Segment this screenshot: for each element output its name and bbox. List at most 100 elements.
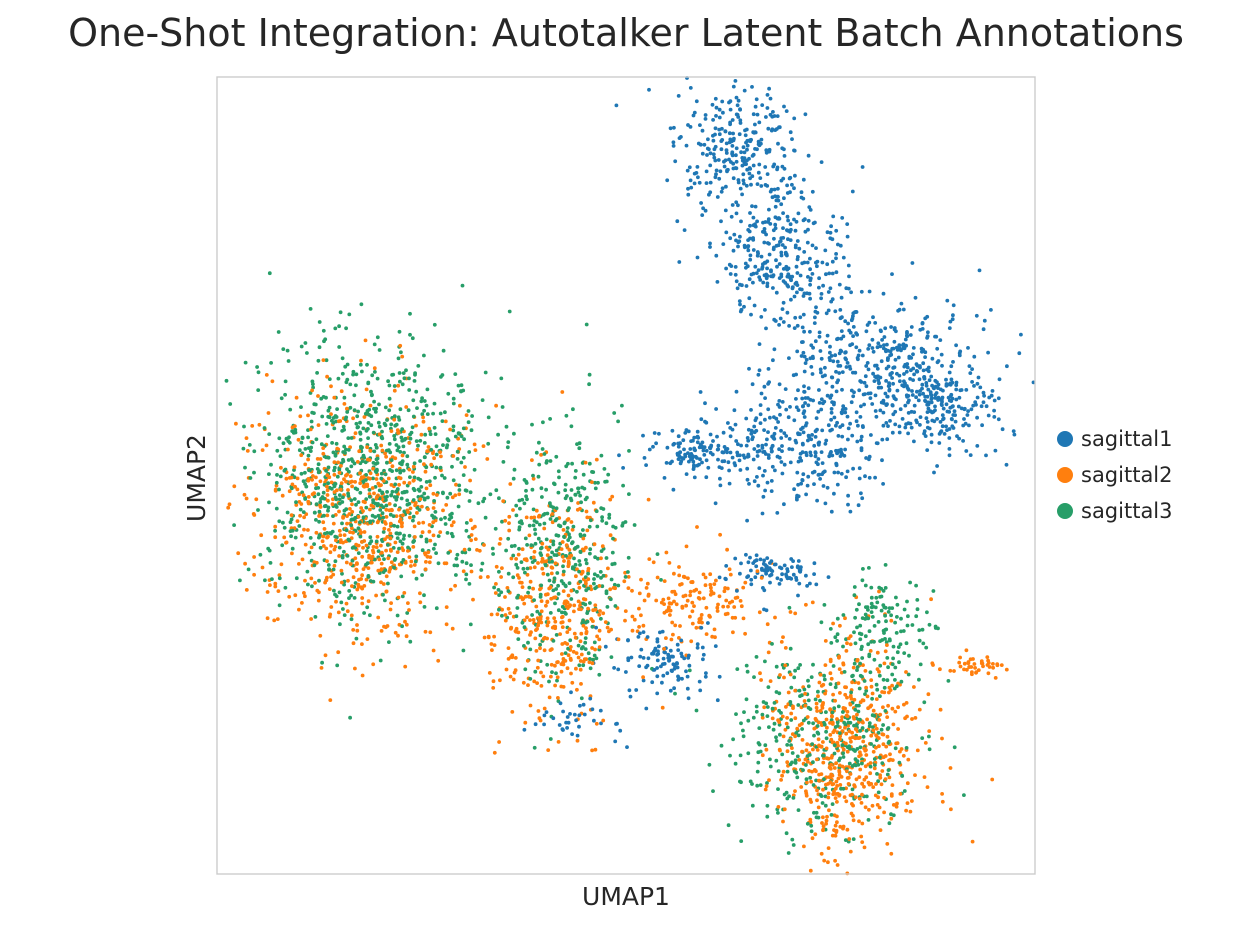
scatter-point-sagittal2 bbox=[597, 584, 602, 588]
scatter-point-sagittal2 bbox=[677, 636, 681, 640]
scatter-point-sagittal2 bbox=[325, 484, 329, 489]
scatter-point-sagittal2 bbox=[590, 646, 594, 650]
scatter-point-sagittal1 bbox=[738, 282, 742, 287]
scatter-point-sagittal2 bbox=[534, 604, 539, 609]
scatter-point-sagittal1 bbox=[863, 474, 867, 479]
scatter-point-sagittal2 bbox=[578, 659, 583, 663]
scatter-point-sagittal1 bbox=[882, 343, 886, 347]
scatter-point-sagittal1 bbox=[638, 654, 643, 659]
scatter-point-sagittal2 bbox=[725, 586, 730, 591]
scatter-point-sagittal3 bbox=[224, 378, 229, 383]
scatter-point-sagittal3 bbox=[316, 462, 321, 467]
scatter-point-sagittal1 bbox=[873, 475, 877, 480]
scatter-point-sagittal3 bbox=[539, 546, 543, 551]
scatter-point-sagittal1 bbox=[912, 410, 917, 414]
scatter-point-sagittal3 bbox=[322, 513, 326, 518]
scatter-point-sagittal1 bbox=[970, 367, 974, 371]
scatter-point-sagittal2 bbox=[536, 623, 540, 628]
scatter-point-sagittal2 bbox=[321, 520, 326, 525]
scatter-point-sagittal2 bbox=[712, 627, 717, 632]
scatter-point-sagittal3 bbox=[411, 518, 415, 523]
scatter-point-sagittal1 bbox=[958, 388, 963, 393]
scatter-point-sagittal2 bbox=[374, 593, 378, 598]
scatter-point-sagittal2 bbox=[561, 589, 566, 593]
scatter-point-sagittal3 bbox=[399, 574, 404, 579]
scatter-point-sagittal3 bbox=[349, 617, 354, 622]
scatter-point-sagittal3 bbox=[788, 700, 793, 704]
scatter-point-sagittal3 bbox=[277, 576, 282, 581]
scatter-point-sagittal1 bbox=[763, 308, 767, 312]
scatter-point-sagittal1 bbox=[903, 403, 908, 408]
scatter-point-sagittal1 bbox=[558, 701, 563, 706]
scatter-point-sagittal3 bbox=[283, 585, 288, 590]
scatter-point-sagittal2 bbox=[672, 571, 676, 576]
scatter-point-sagittal1 bbox=[714, 114, 718, 118]
scatter-point-sagittal3 bbox=[422, 593, 426, 598]
scatter-point-sagittal1 bbox=[696, 175, 700, 180]
scatter-point-sagittal3 bbox=[563, 488, 568, 493]
scatter-point-sagittal3 bbox=[294, 500, 298, 505]
scatter-point-sagittal3 bbox=[866, 608, 870, 612]
scatter-point-sagittal2 bbox=[574, 574, 578, 579]
scatter-point-sagittal3 bbox=[872, 624, 877, 628]
scatter-point-sagittal3 bbox=[331, 514, 335, 518]
scatter-point-sagittal3 bbox=[483, 515, 488, 520]
scatter-point-sagittal3 bbox=[569, 597, 574, 601]
scatter-point-sagittal2 bbox=[902, 702, 906, 707]
scatter-point-sagittal2 bbox=[325, 488, 330, 493]
scatter-point-sagittal1 bbox=[692, 110, 697, 115]
scatter-point-sagittal2 bbox=[348, 562, 353, 566]
scatter-point-sagittal1 bbox=[875, 366, 880, 371]
scatter-point-sagittal3 bbox=[355, 487, 360, 492]
scatter-point-sagittal1 bbox=[796, 494, 801, 499]
scatter-point-sagittal1 bbox=[737, 132, 742, 137]
scatter-point-sagittal2 bbox=[364, 387, 369, 392]
scatter-point-sagittal2 bbox=[610, 494, 615, 499]
scatter-point-sagittal1 bbox=[768, 415, 772, 420]
scatter-point-sagittal3 bbox=[358, 437, 363, 442]
scatter-point-sagittal2 bbox=[314, 530, 319, 535]
scatter-point-sagittal2 bbox=[324, 546, 329, 551]
scatter-point-sagittal2 bbox=[332, 460, 337, 465]
scatter-point-sagittal3 bbox=[835, 616, 840, 621]
scatter-point-sagittal1 bbox=[688, 178, 693, 183]
scatter-point-sagittal1 bbox=[796, 211, 801, 216]
scatter-point-sagittal3 bbox=[276, 330, 281, 334]
scatter-point-sagittal1 bbox=[980, 423, 984, 428]
scatter-point-sagittal2 bbox=[905, 714, 909, 719]
scatter-point-sagittal2 bbox=[507, 521, 511, 525]
scatter-point-sagittal2 bbox=[820, 821, 824, 825]
scatter-point-sagittal2 bbox=[327, 475, 332, 480]
scatter-point-sagittal3 bbox=[512, 431, 516, 436]
scatter-point-sagittal3 bbox=[511, 553, 516, 558]
scatter-point-sagittal3 bbox=[467, 499, 472, 503]
scatter-point-sagittal3 bbox=[442, 476, 447, 480]
scatter-point-sagittal2 bbox=[574, 651, 579, 655]
scatter-point-sagittal3 bbox=[867, 721, 872, 726]
scatter-point-sagittal1 bbox=[711, 439, 715, 443]
scatter-point-sagittal3 bbox=[811, 721, 815, 726]
scatter-point-sagittal3 bbox=[451, 478, 456, 483]
scatter-point-sagittal3 bbox=[328, 531, 332, 535]
scatter-point-sagittal1 bbox=[744, 265, 748, 270]
scatter-point-sagittal3 bbox=[352, 596, 357, 600]
scatter-point-sagittal1 bbox=[721, 430, 726, 435]
scatter-point-sagittal3 bbox=[342, 395, 347, 400]
scatter-point-sagittal1 bbox=[874, 414, 879, 419]
scatter-point-sagittal1 bbox=[767, 566, 772, 570]
scatter-point-sagittal1 bbox=[869, 433, 873, 437]
scatter-point-sagittal3 bbox=[530, 487, 535, 492]
scatter-point-sagittal1 bbox=[806, 153, 811, 158]
scatter-point-sagittal2 bbox=[279, 465, 283, 470]
scatter-point-sagittal1 bbox=[613, 739, 618, 744]
scatter-point-sagittal3 bbox=[876, 790, 881, 795]
scatter-point-sagittal1 bbox=[785, 267, 790, 272]
scatter-point-sagittal1 bbox=[914, 395, 918, 400]
scatter-point-sagittal3 bbox=[559, 579, 564, 583]
scatter-point-sagittal3 bbox=[385, 460, 389, 465]
scatter-point-sagittal3 bbox=[456, 504, 461, 509]
scatter-point-sagittal2 bbox=[365, 637, 370, 641]
scatter-point-sagittal1 bbox=[777, 399, 782, 403]
scatter-point-sagittal3 bbox=[726, 823, 731, 828]
scatter-point-sagittal2 bbox=[598, 609, 602, 613]
